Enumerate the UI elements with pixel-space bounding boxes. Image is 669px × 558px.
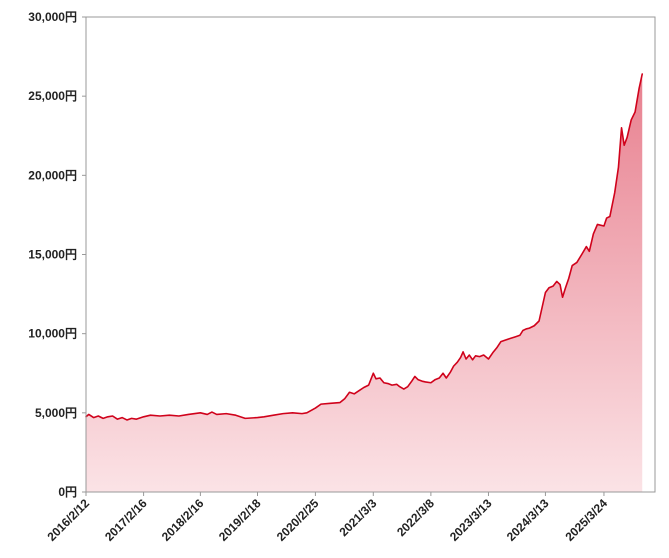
y-axis-ticks: 0円 5,000円 10,000円 15,000円 20,000円 25,000円 30,0… xyxy=(28,10,86,499)
series-area-fill xyxy=(86,74,643,492)
y-tick-label: 5,000円 xyxy=(35,406,77,420)
x-tick-label: 2016/2/12 xyxy=(44,496,92,544)
x-tick-label: 2025/3/24 xyxy=(562,496,610,544)
x-tick-label: 2017/2/16 xyxy=(102,496,150,544)
x-tick-label: 2018/2/16 xyxy=(159,496,207,544)
x-tick-label: 2022/3/8 xyxy=(394,496,437,539)
y-tick-label: 0円 xyxy=(58,485,77,499)
area-layer xyxy=(85,73,644,492)
series-line xyxy=(85,73,644,421)
y-tick-label: 30,000円 xyxy=(28,10,77,24)
y-tick-label: 15,000円 xyxy=(28,248,77,262)
x-tick-label: 2019/2/18 xyxy=(216,496,264,544)
x-tick-label: 2024/3/13 xyxy=(504,496,552,544)
x-axis-ticks: 2016/2/12 2017/2/16 2018/2/16 2019/2/18 2020… xyxy=(44,492,610,544)
x-tick-label: 2021/3/3 xyxy=(336,496,379,539)
y-tick-label: 20,000円 xyxy=(28,168,77,182)
x-tick-label: 2023/3/13 xyxy=(447,496,495,544)
y-tick-label: 10,000円 xyxy=(28,327,77,341)
y-tick-label: 25,000円 xyxy=(28,89,77,103)
x-tick-label: 2020/2/25 xyxy=(274,496,322,544)
